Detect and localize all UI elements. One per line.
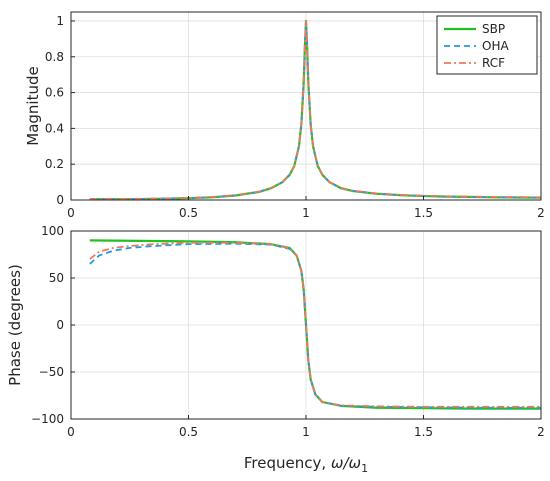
legend: SBP OHA RCF <box>436 15 538 75</box>
magnitude-series <box>89 19 542 201</box>
legend-label-oha: OHA <box>482 39 509 53</box>
magnitude-ytick-label: 0.6 <box>45 86 64 100</box>
legend-box <box>436 15 538 75</box>
phase-series-rcf <box>89 241 541 408</box>
magnitude-panel: 0 0.5 1 1.5 2 0 0.2 0.4 0.6 0.8 1 Magnitude SBP OH… <box>24 11 545 220</box>
xlabel-math: ω/ω <box>331 454 361 472</box>
phase-ytick-label: 50 <box>49 271 64 285</box>
phase-series <box>89 239 541 410</box>
legend-label-sbp: SBP <box>482 22 505 36</box>
magnitude-xtick-label: 0.5 <box>179 206 198 220</box>
magnitude-ylabel: Magnitude <box>24 66 42 145</box>
phase-ticks: 0 0.5 1 1.5 2 −100 −50 0 50 100 <box>31 224 545 439</box>
magnitude-ticks: 0 0.5 1 1.5 2 0 0.2 0.4 0.6 0.8 1 <box>45 14 545 220</box>
magnitude-xtick-label: 0 <box>67 206 75 220</box>
phase-xtick-label: 2 <box>537 425 545 439</box>
magnitude-ytick-label: 0.8 <box>45 50 64 64</box>
magnitude-ytick-label: 0.4 <box>45 121 64 135</box>
magnitude-xtick-label: 1.5 <box>414 206 433 220</box>
xlabel-text: Frequency, <box>244 454 331 472</box>
magnitude-ytick-label: 0.2 <box>45 157 64 171</box>
magnitude-xtick-label: 1 <box>302 206 310 220</box>
phase-xtick-label: 0.5 <box>179 425 198 439</box>
legend-label-rcf: RCF <box>482 56 505 70</box>
xlabel-subscript: 1 <box>361 462 368 475</box>
phase-xtick-label: 1.5 <box>414 425 433 439</box>
magnitude-ytick-label: 0 <box>56 193 64 207</box>
phase-xlabel: Frequency, ω/ω1 <box>244 454 368 475</box>
phase-panel: 0 0.5 1 1.5 2 −100 −50 0 50 100 Phase (degrees) F… <box>6 224 545 475</box>
magnitude-xtick-label: 2 <box>537 206 545 220</box>
phase-ytick-label: −100 <box>31 412 64 426</box>
phase-ytick-label: 100 <box>41 224 64 238</box>
phase-xtick-label: 0 <box>67 425 75 439</box>
phase-ytick-label: −50 <box>39 365 64 379</box>
phase-ytick-label: 0 <box>56 318 64 332</box>
magnitude-series-rcf <box>89 20 542 200</box>
magnitude-ytick-label: 1 <box>56 14 64 28</box>
phase-xtick-label: 1 <box>302 425 310 439</box>
phase-ylabel: Phase (degrees) <box>6 264 24 386</box>
